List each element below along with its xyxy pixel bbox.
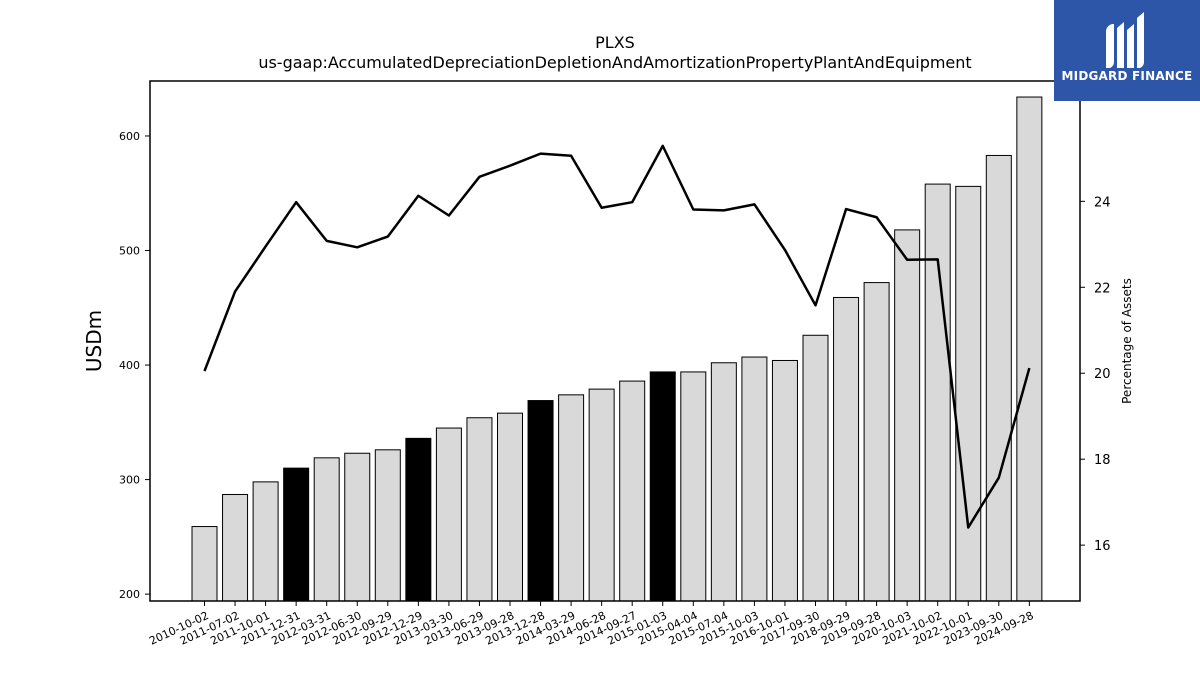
bar-2019-09-28 [863,282,890,602]
bar-2012-09-29 [374,449,401,602]
bar-2021-10-02 [924,183,951,602]
bar-2012-03-31 [313,457,340,602]
y-axis-label: USDm [82,310,106,372]
y-tick-label: 200 [119,588,140,601]
plot-frame [149,80,1081,602]
bar-2020-10-03 [894,229,921,602]
bar-2013-12-28 [527,400,554,602]
bar-2010-10-02 [191,526,218,602]
bar-2013-09-28 [497,412,523,602]
bars-group [191,96,1043,602]
bar-2014-09-27 [619,380,646,602]
brand-logo: MIDGARD FINANCE [1054,0,1200,101]
bar-2018-09-29 [833,296,860,602]
bar-2014-06-28 [588,388,615,602]
bar-2023-09-30 [985,154,1012,602]
y2-tick-label: 22 [1094,281,1111,296]
bar-2015-04-04 [680,371,707,602]
bar-2012-06-30 [344,452,371,602]
y2-tick-label: 18 [1094,453,1111,468]
y2-tick-label: 20 [1094,367,1111,382]
bar-2011-10-01 [252,481,279,602]
bar-2016-10-01 [771,359,798,602]
bar-2011-12-31 [283,467,310,602]
y-tick-label: 500 [119,245,140,258]
bar-2015-01-03 [649,371,676,602]
chart-subtitle: us-gaap:AccumulatedDepreciationDepletion… [258,53,971,72]
bar-2014-03-29 [558,394,585,602]
y-tick-label: 400 [119,359,140,372]
logo-mark-icon [1106,12,1144,68]
bar-2011-07-02 [222,493,249,602]
y-tick-label: 300 [119,474,140,487]
bar-2013-03-30 [435,427,462,602]
bar-2024-09-28 [1016,96,1043,602]
y2-axis-label: Percentage of Assets [1120,278,1134,404]
percentage-line [203,144,1031,529]
bar-2015-07-04 [710,362,737,602]
y2-tick-label: 16 [1094,539,1111,554]
line-group [203,144,1031,529]
bar-2022-10-01 [955,185,982,602]
logo-text: MIDGARD FINANCE [1061,69,1193,83]
y2-tick-label: 24 [1094,195,1111,210]
chart-title: PLXS [595,33,635,52]
bar-2017-09-30 [802,334,829,602]
y-tick-label: 600 [119,130,140,143]
bar-2015-10-03 [741,356,768,602]
bar-2013-06-29 [466,417,493,602]
bar-2012-12-29 [405,437,432,602]
